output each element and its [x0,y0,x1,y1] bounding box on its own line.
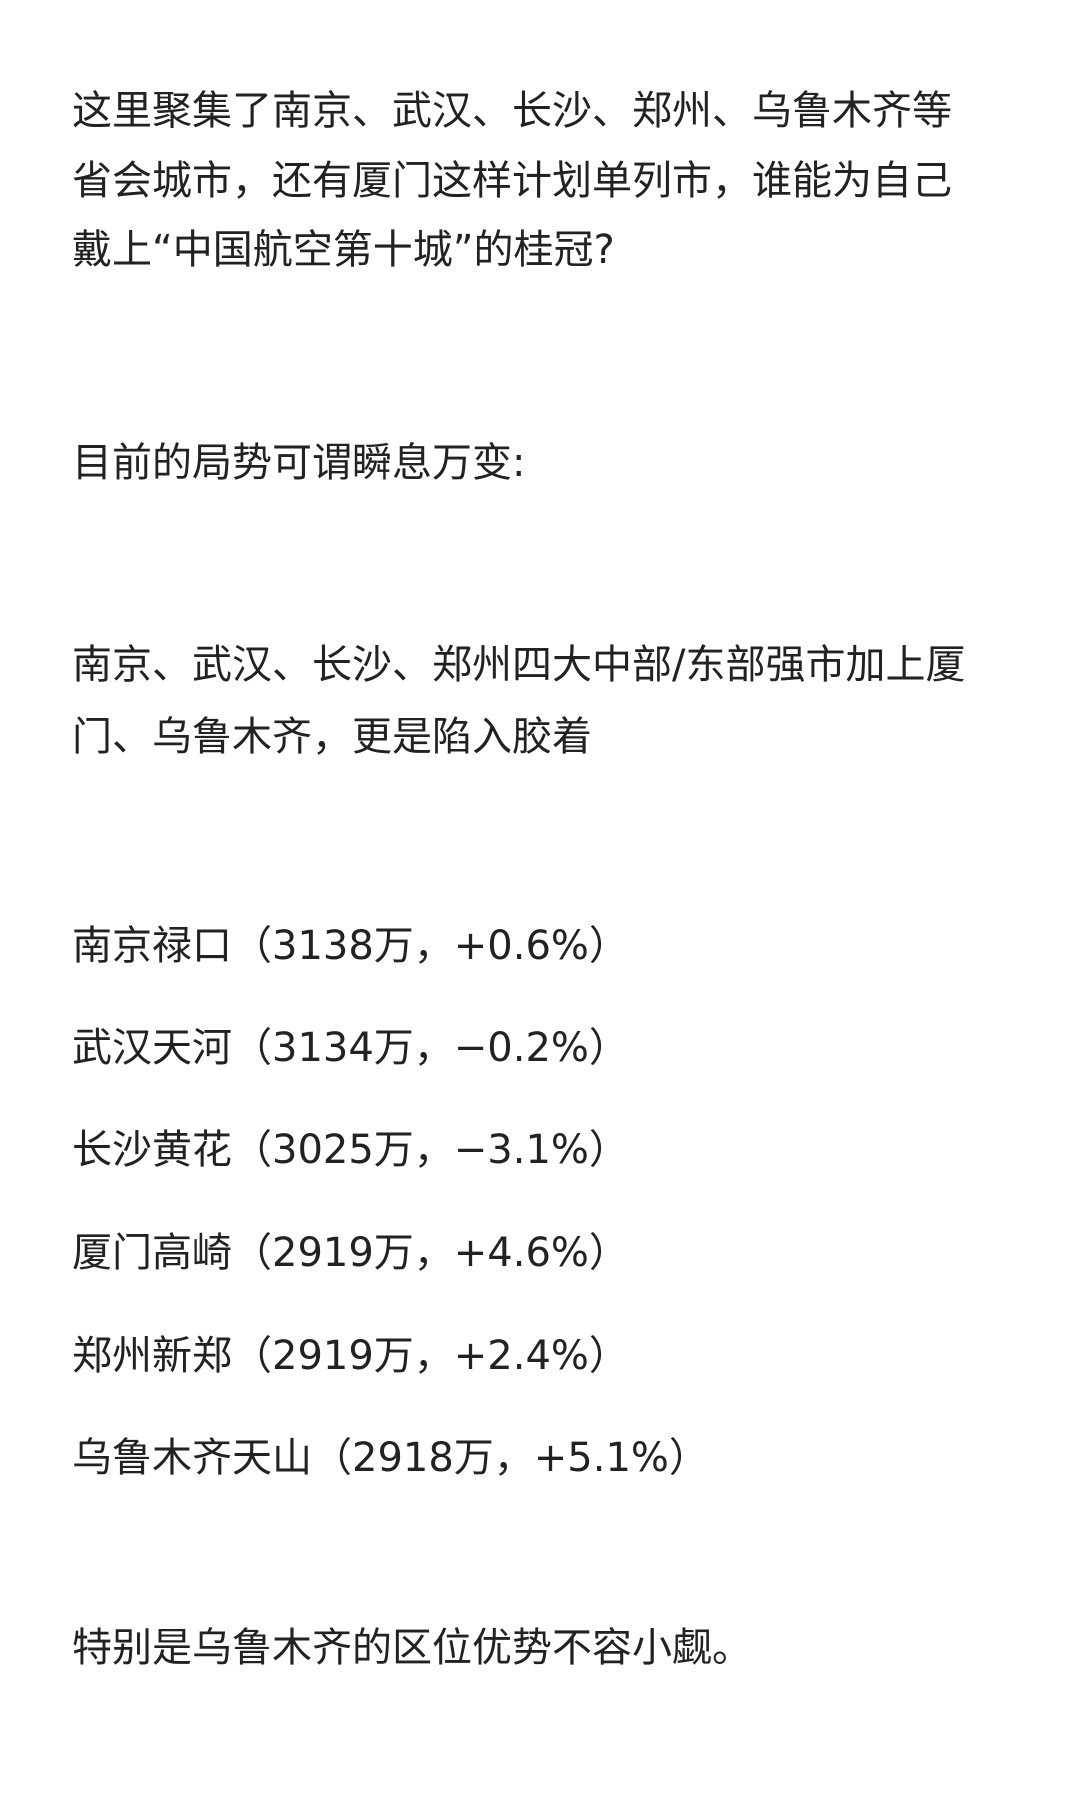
airport-item: 武汉天河（3134万，−0.2%） [72,1025,629,1071]
paragraph-competition-line: 门、乌鲁木齐，更是陷入胶着 [72,714,592,760]
airport-item: 乌鲁木齐天山（2918万，+5.1%） [72,1435,709,1481]
paragraph-intro-line: 省会城市，还有厦门这样计划单列市，谁能为自己 [72,158,952,204]
airport-item: 南京禄口（3138万，+0.6%） [72,923,629,969]
paragraph-urumqi: 特别是乌鲁木齐的区位优势不容小觑。 [72,1625,752,1671]
airport-item: 长沙黄花（3025万，−3.1%） [72,1127,629,1173]
paragraph-intro-line: 戴上“中国航空第十城”的桂冠? [72,227,615,273]
airport-item: 郑州新郑（2919万，+2.4%） [72,1333,629,1379]
paragraph-competition-line: 南京、武汉、长沙、郑州四大中部/东部强市加上厦 [72,642,966,688]
airport-item: 厦门高崎（2919万，+4.6%） [72,1230,629,1276]
paragraph-intro-line: 这里聚集了南京、武汉、长沙、郑州、乌鲁木齐等 [72,88,952,134]
paragraph-situation: 目前的局势可谓瞬息万变: [72,440,526,486]
